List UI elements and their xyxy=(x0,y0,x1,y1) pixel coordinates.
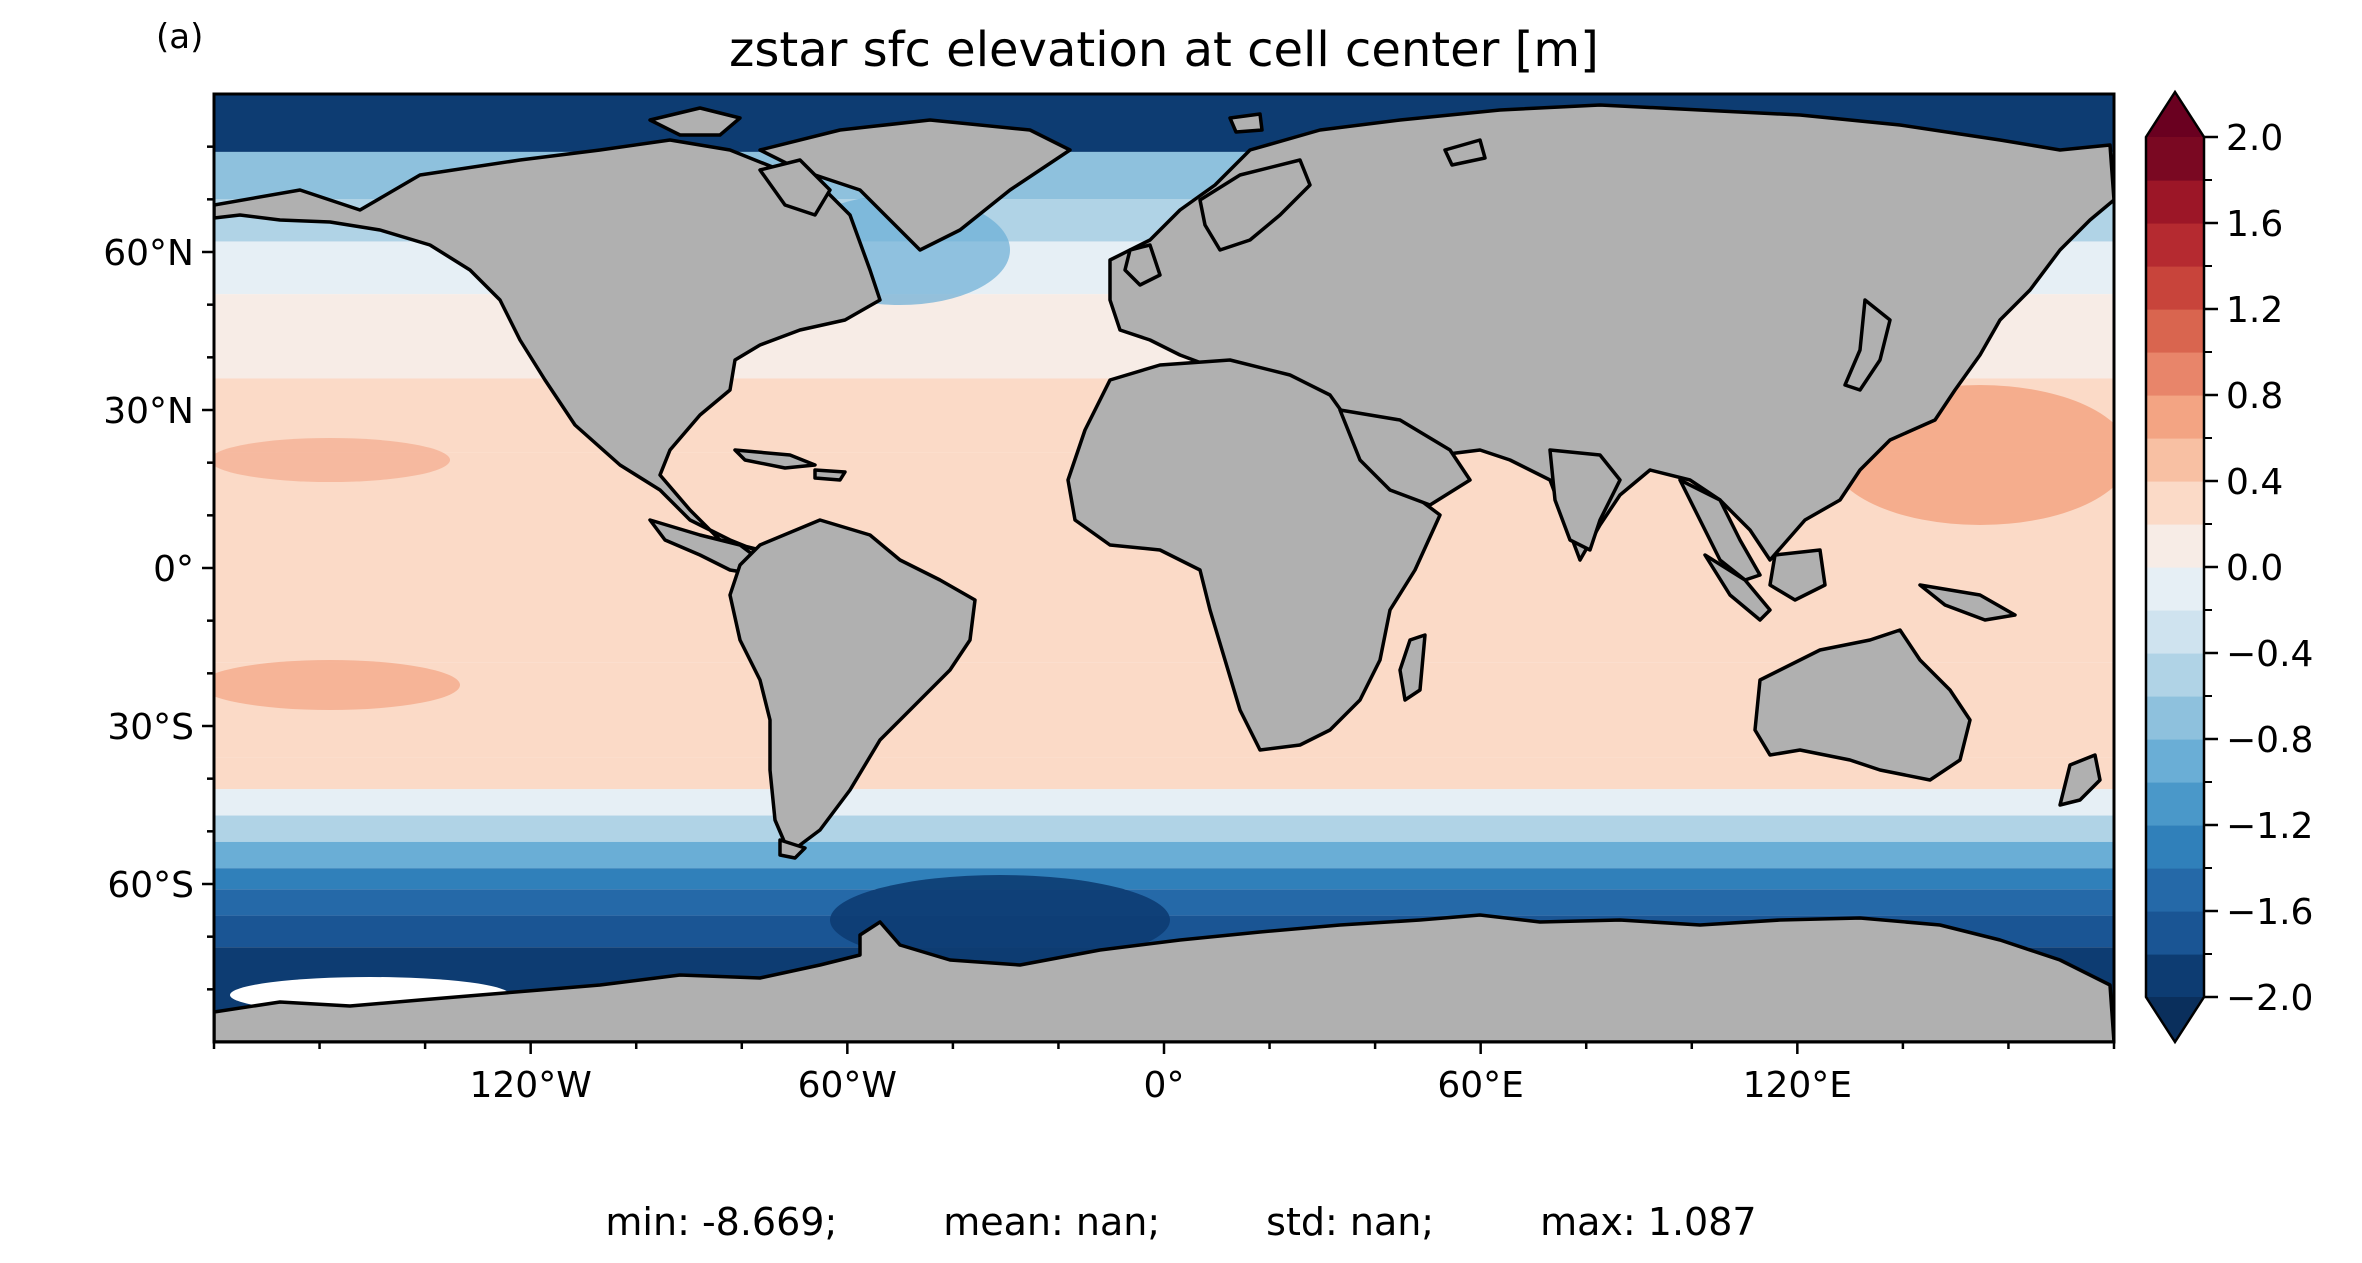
uk-ireland xyxy=(1123,243,1162,287)
lat-tick-label: 0° xyxy=(153,549,194,590)
colorbar-swatch xyxy=(2146,266,2204,310)
stat-std: std: nan; xyxy=(1266,1200,1435,1244)
summary-stats: min: -8.669; mean: nan; std: nan; max: 1.08… xyxy=(0,1200,2362,1244)
ocean-band-10 xyxy=(214,815,2114,842)
colorbar-tick-label: −1.6 xyxy=(2226,892,2313,933)
indian-subcontinent xyxy=(1548,448,1622,552)
ocean-band-9 xyxy=(214,789,2114,816)
colorbar-tick-label: −0.4 xyxy=(2226,634,2313,675)
south-pacific-warm-patch xyxy=(214,660,460,710)
new-guinea xyxy=(1918,583,2017,622)
colorbar-swatch xyxy=(2146,395,2204,439)
panel-label: (a) xyxy=(156,17,203,57)
colorbar-tick-label: −0.8 xyxy=(2226,720,2313,761)
colorbar-swatch xyxy=(2146,180,2204,224)
colorbar-tick-label: −1.2 xyxy=(2226,806,2313,847)
madagascar xyxy=(1398,633,1427,702)
colorbar-swatch xyxy=(2146,481,2204,525)
colorbar-swatch xyxy=(2146,223,2204,267)
scandinavia xyxy=(1198,158,1312,252)
colorbar-tick-label: 0.0 xyxy=(2226,548,2283,589)
lon-tick-label: 120°W xyxy=(470,1065,592,1106)
colorbar-swatch xyxy=(2146,309,2204,353)
stat-max: max: 1.087 xyxy=(1540,1200,1757,1244)
colorbar-swatch xyxy=(2146,696,2204,740)
colorbar-swatch xyxy=(2146,653,2204,697)
colorbar-extend-under xyxy=(2146,997,2204,1042)
colorbar-tick-label: 2.0 xyxy=(2226,118,2283,159)
figure-title: zstar sfc elevation at cell center [m] xyxy=(729,22,1599,78)
lon-tick-label: 0° xyxy=(1144,1065,1185,1106)
colorbar-tick-label: −2.0 xyxy=(2226,978,2313,1019)
land-masses xyxy=(214,103,2114,1042)
stat-mean: mean: nan; xyxy=(943,1200,1161,1244)
canadian-archipelago xyxy=(648,106,742,137)
colorbar-tick-label: 1.6 xyxy=(2226,204,2283,245)
colorbar-tick-label: 0.4 xyxy=(2226,462,2283,503)
colorbar-swatch xyxy=(2146,868,2204,912)
arabian-peninsula xyxy=(1338,408,1472,507)
ocean-band-12 xyxy=(214,868,2114,890)
ocean-anomalies xyxy=(214,195,2114,1013)
lat-tick-label: 30°S xyxy=(107,707,194,748)
lon-tick-label: 60°E xyxy=(1437,1065,1524,1106)
borneo xyxy=(1768,548,1827,602)
colorbar-swatch xyxy=(2146,137,2204,181)
greenland xyxy=(758,118,1072,252)
novaya-zemlya xyxy=(1443,138,1487,167)
north-pacific-warm-patch xyxy=(214,438,450,482)
weddell-sea-low xyxy=(830,875,1170,965)
africa xyxy=(1066,358,1442,752)
lon-axis: 120°W 60°W 0° 60°E 120°E xyxy=(212,1042,2116,1106)
lon-tick-label: 60°W xyxy=(798,1065,897,1106)
lon-tick-label: 120°E xyxy=(1743,1065,1852,1106)
colorbar-swatch xyxy=(2146,524,2204,568)
hispaniola xyxy=(813,468,847,482)
colorbar-swatch xyxy=(2146,954,2204,998)
colorbar-tick-label: 1.2 xyxy=(2226,290,2283,331)
colorbar-swatch xyxy=(2146,782,2204,826)
lat-tick-label: 60°S xyxy=(107,865,194,906)
southeast-asia xyxy=(1678,478,1762,582)
lat-axis: 60°N 30°N 0° 30°S 60°S xyxy=(103,145,214,991)
colorbar-swatch xyxy=(2146,911,2204,955)
svalbard xyxy=(1228,112,1264,134)
colorbar-swatch xyxy=(2146,739,2204,783)
map-axes xyxy=(214,94,2114,1042)
colorbar-swatch xyxy=(2146,610,2204,654)
sumatra xyxy=(1703,553,1772,622)
colorbar-swatch xyxy=(2146,825,2204,869)
south-america xyxy=(728,518,977,857)
lat-tick-label: 60°N xyxy=(103,233,194,274)
cuba xyxy=(733,448,817,470)
ocean-band-11 xyxy=(214,841,2114,869)
antarctica xyxy=(214,913,2114,1042)
stat-min: min: -8.669; xyxy=(605,1200,838,1244)
colorbar-tick-label: 0.8 xyxy=(2226,376,2283,417)
colorbar: 2.0 1.6 1.2 0.8 0.4 0.0 −0.4 −0.8 −1.2 −1.6 −2.0 xyxy=(2144,89,2313,1045)
australia xyxy=(1753,628,1972,782)
colorbar-swatch xyxy=(2146,438,2204,482)
colorbar-extend-over xyxy=(2146,92,2204,137)
north-america xyxy=(214,138,882,577)
japan xyxy=(1843,298,1892,392)
tierra-del-fuego xyxy=(778,838,807,860)
lat-tick-label: 30°N xyxy=(103,391,194,432)
baffin-island xyxy=(758,158,832,217)
colorbar-swatch xyxy=(2146,352,2204,396)
colorbar-swatch xyxy=(2146,567,2204,611)
new-zealand xyxy=(2058,753,2102,807)
ocean-band-8 xyxy=(214,757,2114,790)
